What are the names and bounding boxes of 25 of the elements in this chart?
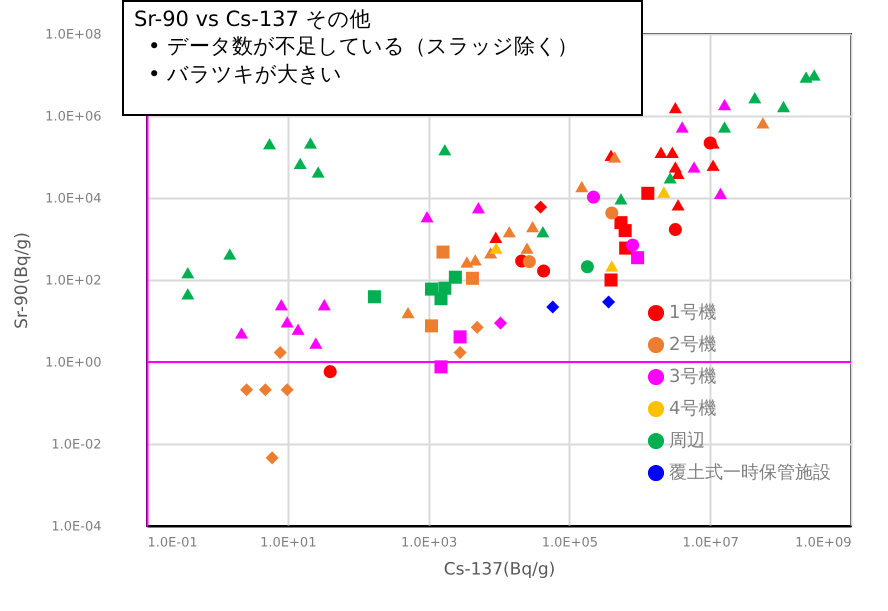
legend-label: 周辺 <box>669 430 705 451</box>
legend-label: 覆土式一時保管施設 <box>669 462 831 483</box>
y-axis-title: Sr-90(Bq/g) <box>12 232 32 329</box>
chart-title: Sr-90 vs Cs-137 その他 <box>134 6 372 33</box>
x-tick-label: 1.0E+09 <box>795 536 852 550</box>
y-tick-label: 1.0E+00 <box>45 356 102 370</box>
y-tick-label: 1.0E+02 <box>45 274 102 288</box>
annotation: • データ数が不足している（スラッジ除く） <box>147 33 580 60</box>
legend-label: 4号機 <box>669 398 716 419</box>
y-tick-label: 1.0E+06 <box>45 110 102 124</box>
y-tick-label: 1.0E+08 <box>45 28 102 42</box>
annotation: • バラツキが大きい <box>147 60 344 88</box>
x-axis-title: Cs-137(Bq/g) <box>444 560 556 580</box>
y-tick-label: 1.0E-02 <box>51 438 102 452</box>
x-tick-label: 1.0E+07 <box>682 536 739 550</box>
legend-label: 2号機 <box>669 334 716 355</box>
x-tick-label: 1.0E+01 <box>260 536 316 550</box>
legend-label: 1号機 <box>669 302 716 323</box>
text-box: Sr-90 vs Cs-137 その他 • データ数が不足している（スラッジ除く） • バラツキが大きい <box>122 0 643 116</box>
x-tick-label: 1.0E-01 <box>148 536 198 550</box>
legend-label: 3号機 <box>669 366 716 387</box>
y-tick-label: 1.0E+04 <box>45 192 102 206</box>
x-tick-label: 1.0E+05 <box>542 536 598 550</box>
x-tick-label: 1.0E+03 <box>400 536 458 550</box>
y-tick-label: 1.0E-04 <box>51 520 102 534</box>
